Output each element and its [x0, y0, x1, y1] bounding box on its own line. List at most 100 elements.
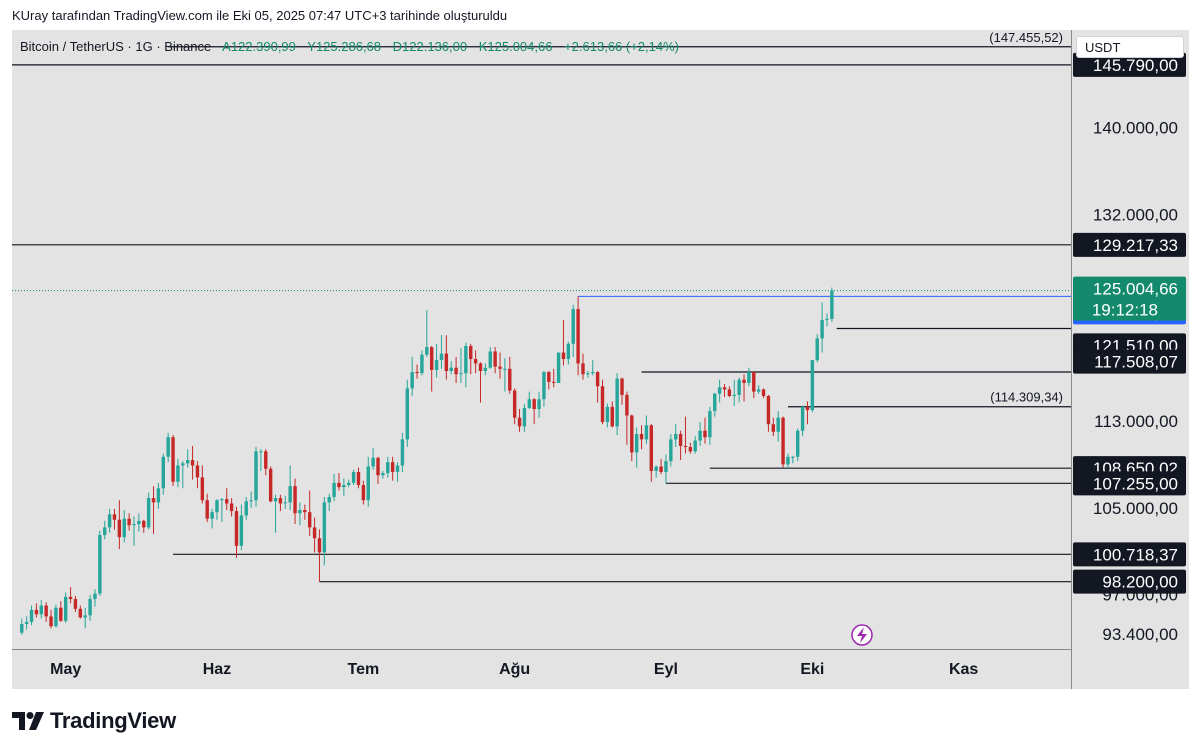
candle-body-30: [166, 437, 170, 457]
candle-body-149: [747, 372, 751, 383]
candle-body-148: [742, 379, 746, 383]
candle-body-64: [332, 482, 336, 497]
candle-body-93: [473, 359, 478, 364]
candle-body-143: [717, 387, 722, 394]
candle-body-86: [439, 353, 444, 361]
x-tick-label-4: Eyl: [654, 661, 678, 678]
candle-body-14: [88, 599, 92, 616]
candle-body-165: [825, 318, 829, 320]
candle-body-92: [469, 346, 473, 360]
candle-body-135: [678, 433, 683, 446]
candle-body-55: [288, 486, 292, 503]
candle-body-4: [39, 605, 43, 615]
candle-body-2: [29, 609, 34, 622]
candle-body-87: [444, 353, 449, 371]
candle-body-152: [761, 389, 766, 396]
candle-body-66: [342, 485, 346, 488]
candle-body-25: [142, 520, 146, 528]
candle-body-124: [625, 394, 629, 416]
level-badge-7-label: 98.200,00: [1102, 573, 1178, 592]
candle-body-154: [771, 424, 776, 432]
candle-body-71: [366, 466, 370, 501]
y-tick-label-5: 93.400,00: [1102, 625, 1178, 644]
y-tick-label-2: 113.000,00: [1094, 412, 1178, 431]
candle-body-91: [464, 346, 468, 374]
candle-body-115: [581, 363, 585, 375]
candle-body-88: [449, 367, 453, 371]
candle-body-5: [44, 605, 48, 617]
candle-body-47: [249, 500, 253, 502]
lightning-icon[interactable]: [851, 624, 873, 646]
candle-body-112: [566, 343, 571, 360]
candle-body-74: [381, 473, 385, 476]
candle-body-82: [420, 354, 424, 374]
candle-body-111: [561, 352, 566, 360]
candle-body-35: [190, 460, 195, 466]
candle-body-104: [527, 399, 532, 408]
candle-body-110: [556, 352, 561, 383]
candle-body-118: [595, 372, 600, 387]
candle-body-132: [664, 461, 668, 472]
candle-body-38: [205, 500, 209, 519]
candle-body-77: [395, 465, 400, 472]
annotation-label-1: (114.309,34): [990, 390, 1063, 405]
candle-body-139: [698, 430, 702, 441]
legend-change: +2.613,66 (+2,14%): [564, 39, 679, 54]
currency-selector[interactable]: USDT: [1076, 36, 1184, 58]
candle-body-83: [425, 347, 429, 355]
candle-body-69: [356, 471, 361, 486]
candle-body-29: [161, 456, 165, 489]
annotations: (147.455,52) (114.309,34): [989, 30, 1063, 405]
candle-body-80: [410, 372, 414, 389]
candle-body-76: [390, 462, 395, 472]
candle-body-119: [600, 386, 605, 423]
candle-body-114: [576, 309, 580, 364]
candle-body-15: [93, 593, 97, 600]
level-badge-117508: [1073, 349, 1186, 374]
candle-body-153: [766, 395, 771, 425]
y-tick-label-3: 105.000,00: [1093, 499, 1178, 518]
candle-body-97: [493, 351, 497, 367]
level-badge-5: [1073, 471, 1186, 496]
legend-open: A122.390,99: [222, 39, 296, 54]
candle-body-13: [83, 615, 87, 618]
candle-body-6: [49, 616, 53, 627]
candle-body-19: [112, 514, 117, 520]
candle-body-34: [185, 460, 190, 464]
candle-body-134: [673, 433, 678, 440]
candle-body-20: [117, 519, 122, 538]
last-price-badge-label: 125.004,66: [1093, 280, 1178, 299]
candle-body-128: [644, 425, 649, 440]
candle-body-98: [498, 366, 502, 369]
candle-body-27: [151, 498, 156, 503]
candle-body-156: [781, 417, 785, 465]
candle-body-39: [210, 512, 214, 519]
candle-body-162: [810, 360, 815, 411]
candle-body-107: [542, 372, 546, 400]
x-tick-label-5: Eki: [800, 661, 824, 678]
candle-body-40: [215, 500, 219, 513]
candle-body-78: [400, 439, 405, 466]
candle-body-136: [683, 445, 688, 448]
candle-body-48: [254, 451, 258, 501]
level-badge-5-label: 107.255,00: [1093, 474, 1178, 493]
candle-body-131: [659, 466, 663, 472]
candle-body-101: [512, 390, 517, 418]
level-badge-7: [1073, 569, 1186, 594]
candle-body-17: [103, 527, 107, 535]
level-badge-6: [1073, 542, 1186, 567]
candle-body-166: [830, 290, 834, 319]
tradingview-logo: TradingView: [12, 708, 176, 734]
candle-body-125: [630, 415, 634, 453]
level-badge-1: [1073, 232, 1186, 257]
candle-body-9: [63, 596, 68, 621]
candle-body-22: [127, 518, 131, 526]
candle-body-36: [195, 465, 200, 478]
level-badge-1-label: 129.217,33: [1093, 236, 1178, 255]
legend-low: D122.136,00: [393, 39, 467, 54]
candle-body-53: [278, 498, 283, 504]
candle-body-145: [727, 389, 732, 396]
time-axis-background: [12, 649, 1189, 689]
candle-body-123: [620, 378, 624, 395]
